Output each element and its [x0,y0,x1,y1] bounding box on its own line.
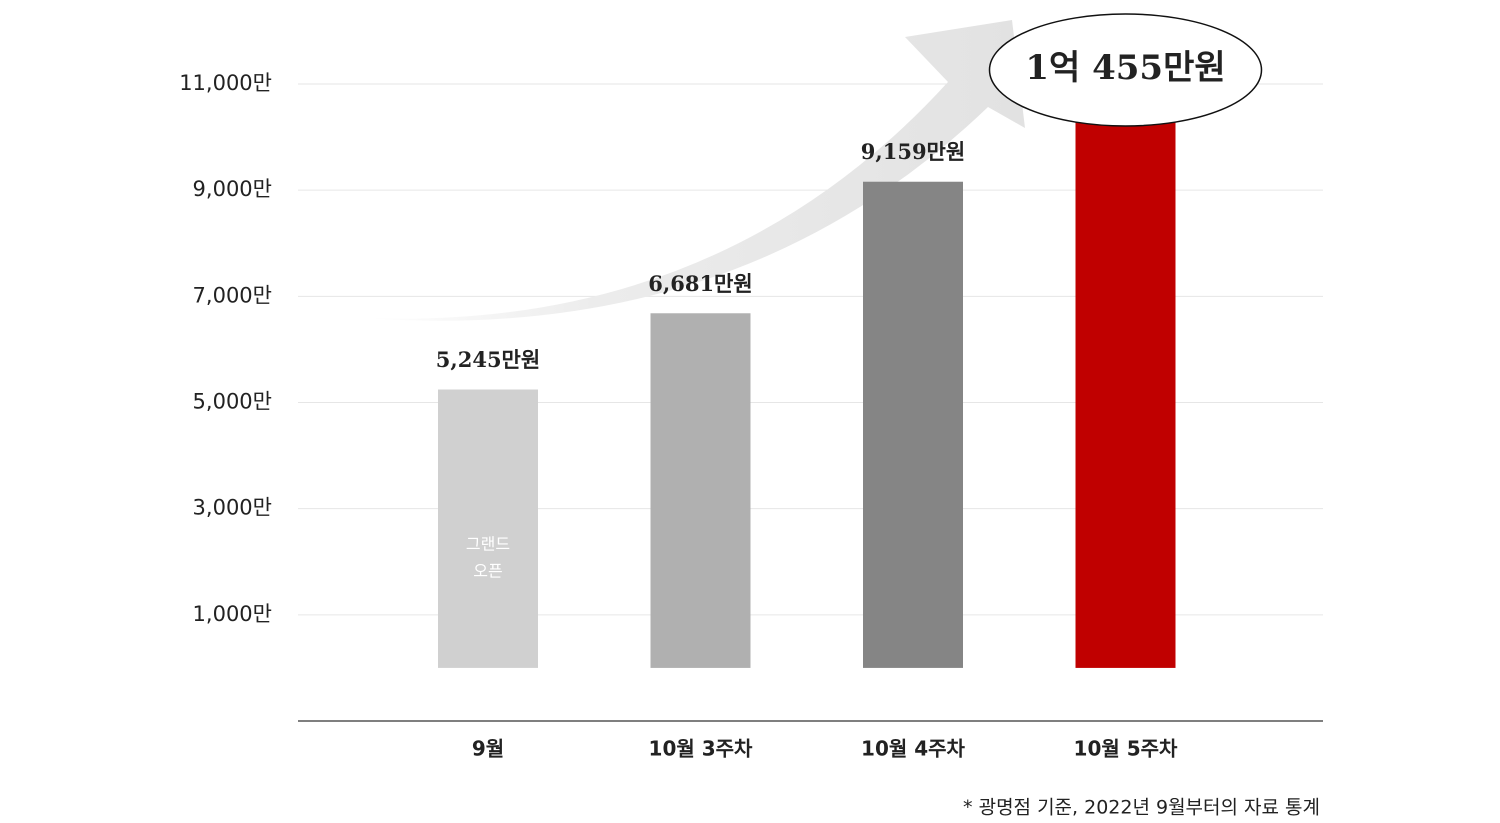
value-label: 1억 455만원 [1025,48,1225,88]
bar-annotation: 그랜드 [466,535,510,554]
y-tick-label: 7,000만 [193,283,272,307]
bar [1075,112,1176,668]
value-label: 9,159만원 [861,139,965,164]
bars [438,112,1176,668]
x-tick-label: 10월 4주차 [861,737,966,761]
trend-arrow [365,20,1025,321]
x-tick-label: 10월 5주차 [1074,737,1179,761]
bar [863,181,963,668]
highlight-ellipse [988,13,1263,127]
bar [438,389,538,668]
bar-annotation: 오픈 [473,562,502,581]
x-tick-label: 10월 3주차 [649,737,754,761]
bar [650,313,751,668]
grid: 1,000만 3,000만 5,000만 7,000만 9,000만 11,000만 [179,71,1323,626]
y-tick-label: 11,000만 [179,71,272,95]
value-label: 5,245만원 [436,347,540,372]
y-tick-label: 3,000만 [193,496,272,520]
footnote: * 광명점 기준, 2022년 9월부터의 자료 통계 [963,797,1320,819]
value-label: 6,681만원 [648,271,752,296]
x-tick-label: 9월 [472,737,504,761]
y-tick-label: 9,000만 [193,177,272,201]
y-tick-label: 5,000만 [193,390,272,414]
y-tick-label: 1,000만 [193,602,272,626]
